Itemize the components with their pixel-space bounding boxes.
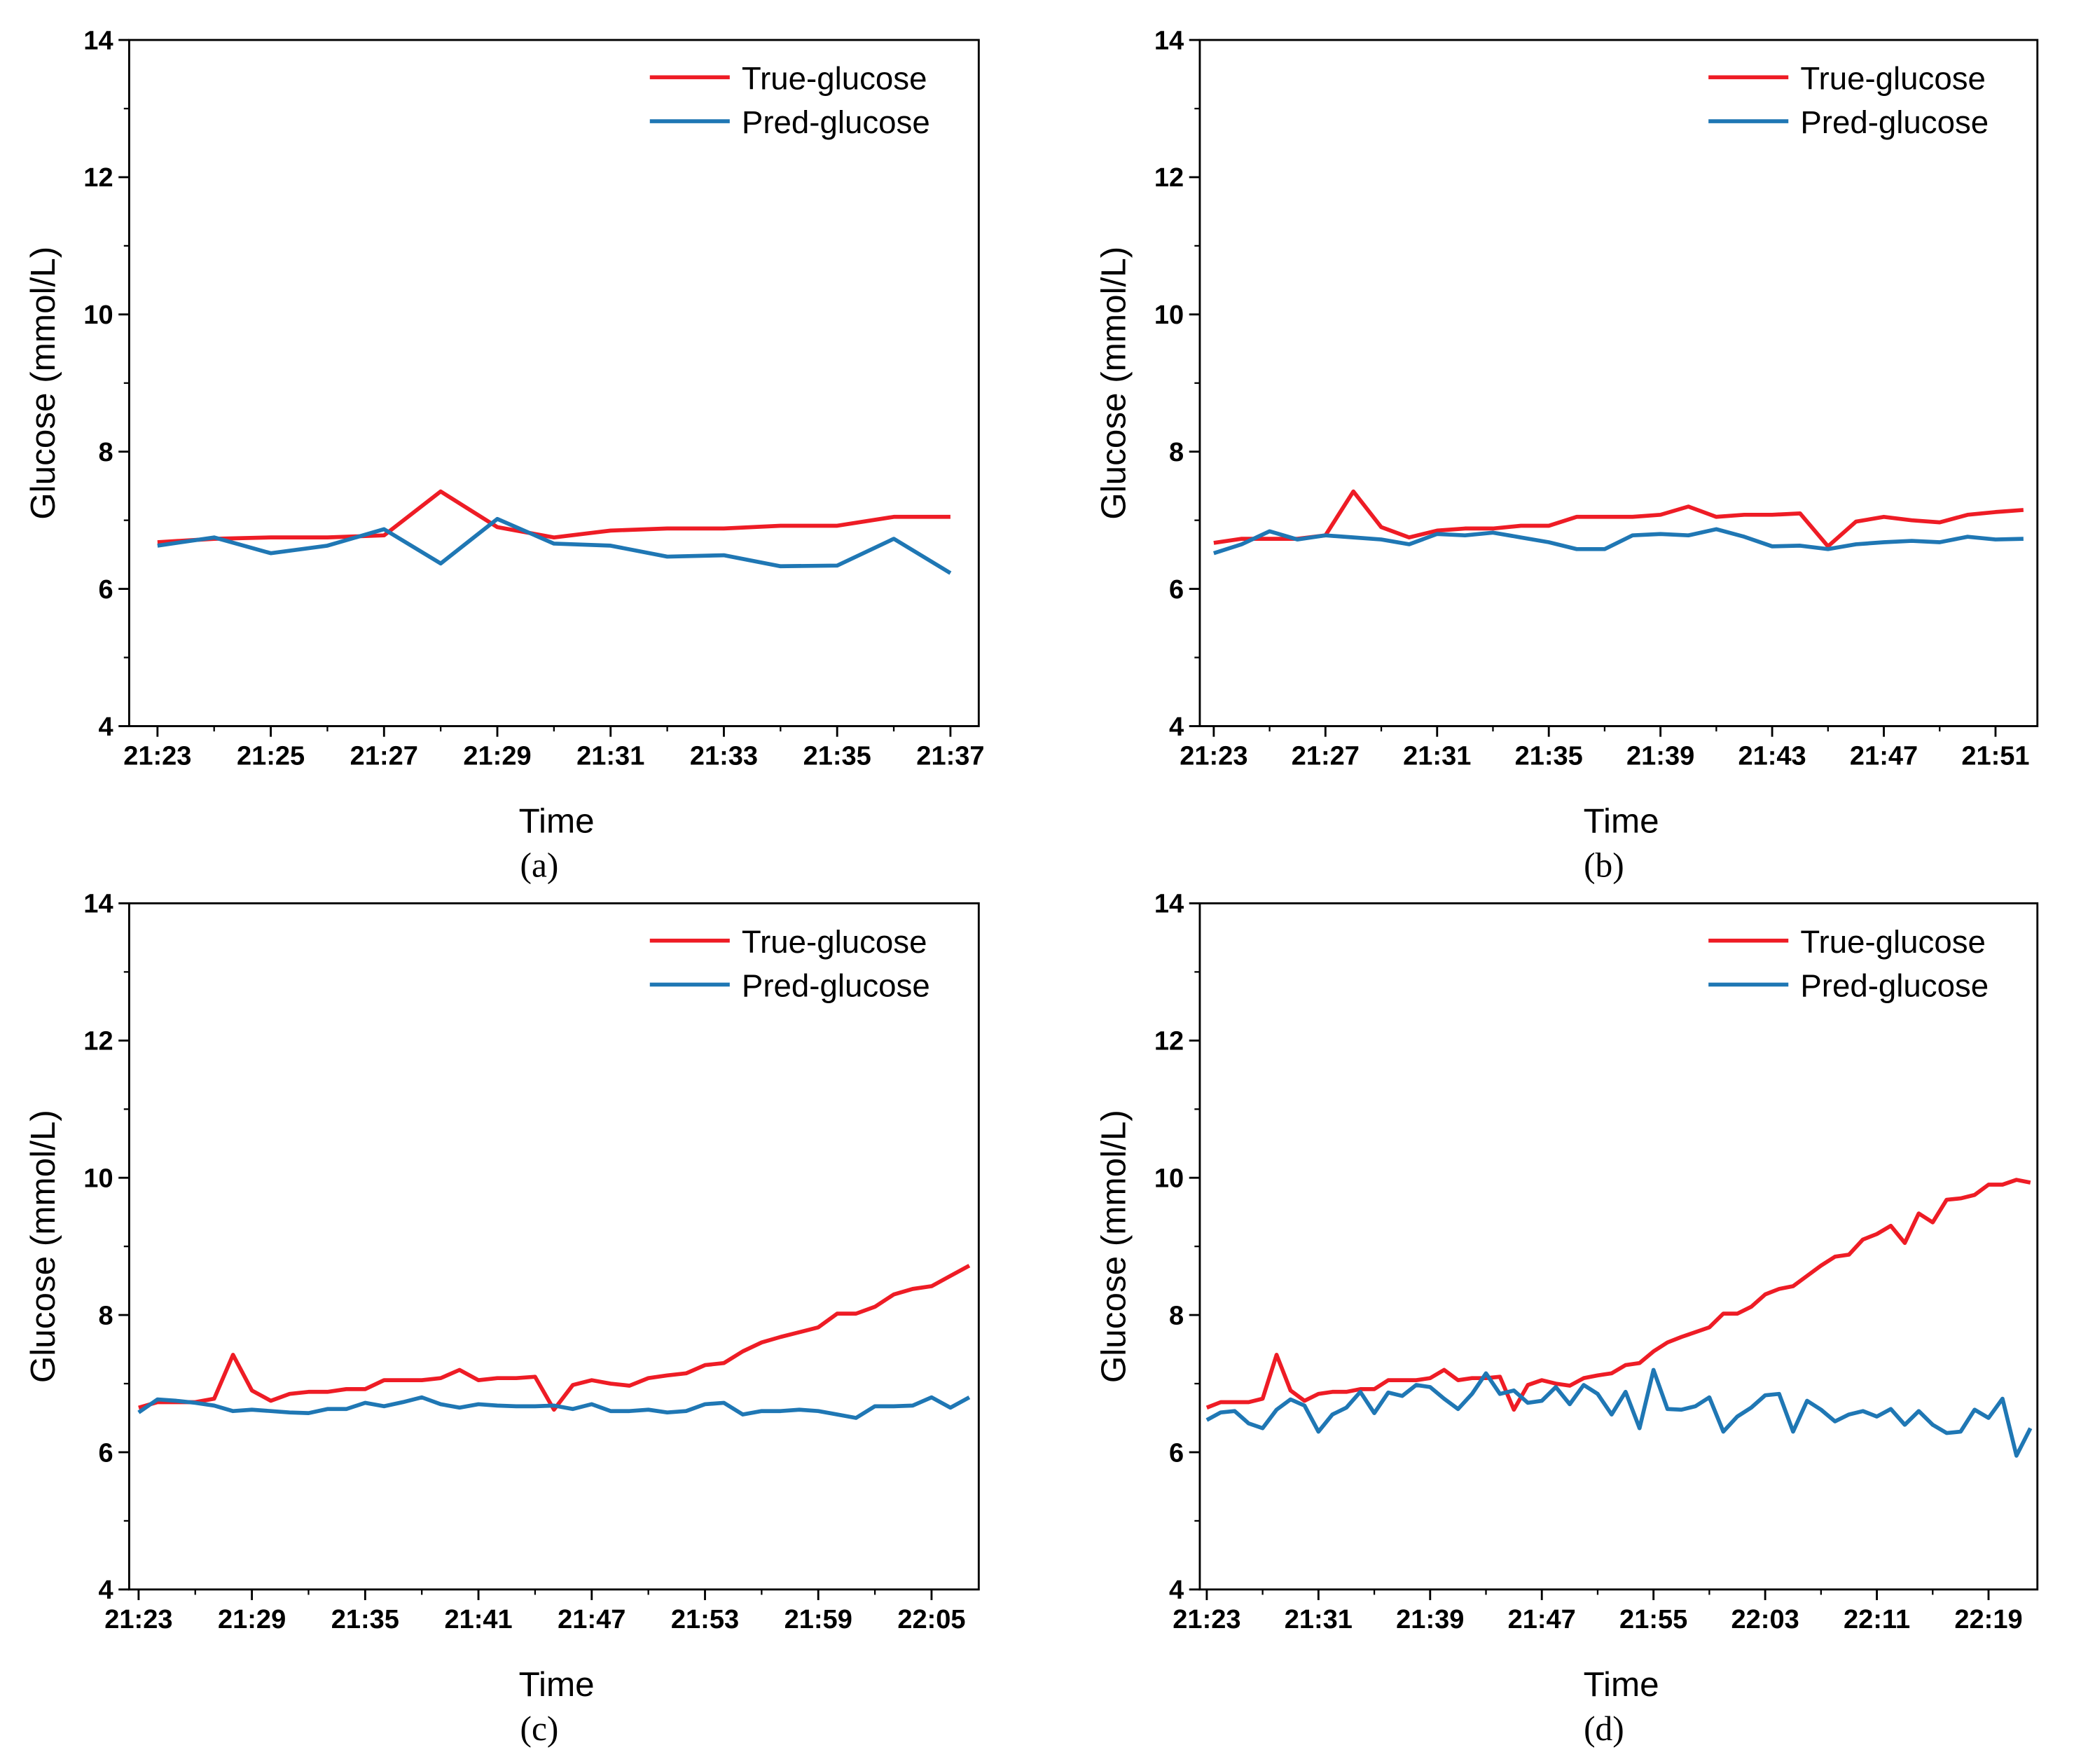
- y-tick-label: 10: [83, 301, 113, 330]
- x-tick-label: 21:31: [576, 742, 644, 771]
- series-line: [1213, 489, 2024, 549]
- plot-frame: [1198, 39, 2039, 727]
- y-tick-label: 14: [83, 890, 113, 919]
- y-axis-title: Glucose (mmol/L): [1094, 247, 1133, 520]
- panel: 4 6 8 10 12 14 21:23 21:31 21:39 21:47 21:55 22:03 2…: [1094, 890, 2039, 1748]
- x-tick-label: 21:35: [331, 1605, 399, 1634]
- y-tick-label: 14: [1154, 890, 1184, 919]
- x-tick-label: 22:03: [1731, 1605, 1799, 1634]
- x-tick-label: 21:47: [1508, 1605, 1576, 1634]
- series-line: [157, 489, 950, 544]
- series-line: [137, 1395, 971, 1420]
- x-tick-label: 21:23: [104, 1605, 172, 1634]
- y-tick-label: 8: [1169, 438, 1184, 467]
- x-tick-label: 21:27: [1292, 742, 1360, 771]
- x-tick-label: 21:59: [784, 1605, 852, 1634]
- legend-label: Pred-glucose: [1800, 968, 1989, 1004]
- caption: (d): [1584, 1709, 1624, 1748]
- x-tick-label: 21:41: [444, 1605, 512, 1634]
- y-tick-label: 14: [83, 26, 113, 55]
- x-tick-label: 21:35: [1515, 742, 1583, 771]
- x-tick-label: 21:47: [1850, 742, 1918, 771]
- plot-frame: [127, 902, 980, 1591]
- x-axis-title: Time: [1584, 802, 1659, 841]
- y-tick-label: 6: [1169, 575, 1184, 605]
- caption: (c): [520, 1709, 559, 1748]
- panel: 4 6 8 10 12 14 21:23 21:29 21:35 21:41 21:47 21:53 2…: [24, 890, 980, 1748]
- x-tick-label: 22:05: [897, 1605, 965, 1634]
- x-tick-label: 21:23: [1173, 1605, 1240, 1634]
- x-tick-label: 21:55: [1619, 1605, 1687, 1634]
- y-axis-title: Glucose (mmol/L): [24, 247, 62, 520]
- legend-label: Pred-glucose: [742, 968, 930, 1004]
- y-tick-label: 4: [1169, 712, 1184, 742]
- y-tick-label: 12: [1154, 1027, 1184, 1056]
- legend-label: True-glucose: [742, 60, 927, 96]
- caption: (a): [520, 846, 559, 884]
- x-tick-label: 22:11: [1844, 1605, 1910, 1634]
- x-tick-label: 21:51: [1961, 742, 2029, 771]
- x-tick-label: 21:25: [237, 742, 305, 771]
- y-axis-title: Glucose (mmol/L): [1094, 1110, 1133, 1383]
- x-tick-label: 21:37: [916, 742, 984, 771]
- x-tick-label: 21:35: [803, 742, 871, 771]
- plot-frame: [1198, 902, 2039, 1591]
- x-tick-label: 21:47: [558, 1605, 625, 1634]
- y-tick-label: 8: [98, 438, 113, 467]
- y-tick-label: 8: [98, 1301, 113, 1330]
- series-line: [1205, 1367, 2033, 1458]
- panel: 4 6 8 10 12 14 21:23 21:27 21:31 21:35 21:39 21:43 2…: [1094, 26, 2039, 884]
- x-axis-title: Time: [519, 1665, 595, 1704]
- x-tick-label: 22:19: [1954, 1605, 2022, 1634]
- legend-label: True-glucose: [1800, 60, 1986, 96]
- y-tick-label: 10: [1154, 301, 1184, 330]
- x-tick-label: 21:23: [1180, 742, 1247, 771]
- y-tick-label: 8: [1169, 1301, 1184, 1330]
- x-tick-label: 21:29: [218, 1605, 286, 1634]
- series-line: [1205, 1178, 2031, 1412]
- y-tick-label: 4: [98, 1576, 113, 1605]
- x-tick-label: 21:31: [1285, 1605, 1353, 1634]
- x-tick-label: 21:33: [690, 742, 758, 771]
- y-tick-label: 12: [83, 1027, 113, 1056]
- y-tick-label: 14: [1154, 26, 1184, 55]
- x-tick-label: 21:53: [671, 1605, 739, 1634]
- legend-label: Pred-glucose: [742, 104, 930, 140]
- series-line: [138, 1264, 971, 1412]
- y-tick-label: 10: [83, 1164, 113, 1194]
- x-tick-label: 21:43: [1738, 742, 1806, 771]
- plot-frame: [127, 39, 980, 727]
- x-axis-title: Time: [519, 802, 595, 841]
- x-tick-label: 21:39: [1396, 1605, 1464, 1634]
- y-tick-label: 6: [98, 1438, 113, 1468]
- y-tick-label: 10: [1154, 1164, 1184, 1194]
- caption: (b): [1584, 846, 1624, 884]
- series-line: [157, 516, 952, 575]
- series-line: [1212, 527, 2024, 556]
- x-tick-label: 21:39: [1626, 742, 1694, 771]
- y-axis-title: Glucose (mmol/L): [24, 1110, 62, 1383]
- legend-label: Pred-glucose: [1800, 104, 1989, 140]
- x-axis-title: Time: [1584, 1665, 1659, 1704]
- y-tick-label: 4: [1169, 1576, 1184, 1605]
- y-tick-label: 4: [98, 712, 113, 742]
- x-tick-label: 21:23: [123, 742, 191, 771]
- y-tick-label: 6: [98, 575, 113, 605]
- legend-label: True-glucose: [742, 924, 927, 960]
- legend-label: True-glucose: [1800, 924, 1986, 960]
- panel: 4 6 8 10 12 14 21:23 21:25 21:27 21:29 21:31 21:33 2…: [24, 26, 985, 884]
- y-tick-label: 12: [83, 163, 113, 193]
- x-tick-label: 21:27: [350, 742, 418, 771]
- x-tick-label: 21:29: [463, 742, 531, 771]
- y-tick-label: 12: [1154, 163, 1184, 193]
- x-tick-label: 21:31: [1403, 742, 1471, 771]
- y-tick-label: 6: [1169, 1438, 1184, 1468]
